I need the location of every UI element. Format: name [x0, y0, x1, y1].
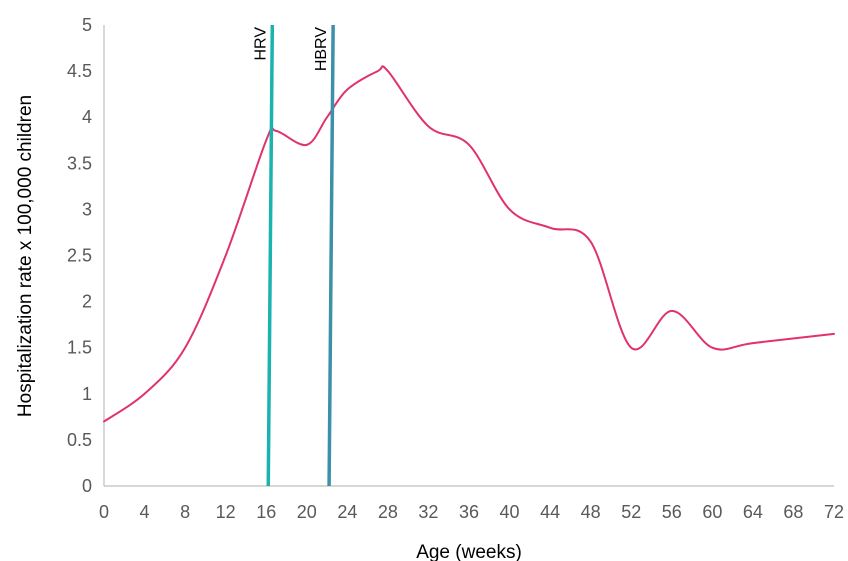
x-tick-label: 60 — [702, 502, 722, 522]
y-axis-title: Hospitalization rate x 100,000 children — [15, 95, 36, 417]
x-tick-label: 52 — [621, 502, 641, 522]
x-tick-label: 20 — [297, 502, 317, 522]
x-tick-label: 12 — [216, 502, 236, 522]
marker-layer: HRV HBRV — [252, 24, 335, 487]
x-tick-label: 36 — [459, 502, 479, 522]
x-tick-label: 16 — [256, 502, 276, 522]
series-layer — [103, 65, 835, 423]
marker-line-hrv — [266, 24, 275, 487]
x-tick-label: 32 — [418, 502, 438, 522]
y-tick-label: 4.5 — [67, 61, 92, 81]
x-tick-label: 56 — [662, 502, 682, 522]
y-tick-label: 2.5 — [67, 246, 92, 266]
y-tick-label: 1.5 — [67, 338, 92, 358]
x-tick-label: 72 — [824, 502, 844, 522]
x-tick-label: 44 — [540, 502, 560, 522]
y-tick-label: 3 — [82, 199, 92, 219]
x-tick-label: 4 — [140, 502, 150, 522]
y-tick-label: 1 — [82, 384, 92, 404]
x-tick-label: 40 — [500, 502, 520, 522]
x-tick-label: 64 — [743, 502, 763, 522]
x-tick-label: 8 — [180, 502, 190, 522]
marker-line-hbrv — [327, 24, 335, 487]
y-tick-label: 5 — [82, 15, 92, 35]
y-tick-label: 0 — [82, 476, 92, 496]
y-tick-label: 0.5 — [67, 430, 92, 450]
x-tick-label: 24 — [337, 502, 357, 522]
x-axis-title: Age (weeks) — [416, 542, 522, 561]
y-tick-label: 3.5 — [67, 153, 92, 173]
marker-label-hbrv: HBRV — [313, 27, 330, 71]
x-tick-label: 28 — [378, 502, 398, 522]
x-tick-label: 68 — [783, 502, 803, 522]
marker-label-hrv: HRV — [252, 27, 269, 61]
y-tick-labels: 0 0.5 1 1.5 2 2.5 3 3.5 4 4.5 5 — [67, 15, 92, 496]
x-tick-label: 0 — [99, 502, 109, 522]
chart-axes — [103, 25, 834, 487]
x-tick-label: 48 — [581, 502, 601, 522]
y-tick-label: 4 — [82, 107, 92, 127]
y-tick-label: 2 — [82, 292, 92, 312]
series-line-0 — [103, 65, 835, 423]
x-tick-labels: 0 4 8 12 16 20 24 28 32 36 40 44 48 52 56 60 64 68 72 — [99, 502, 844, 522]
